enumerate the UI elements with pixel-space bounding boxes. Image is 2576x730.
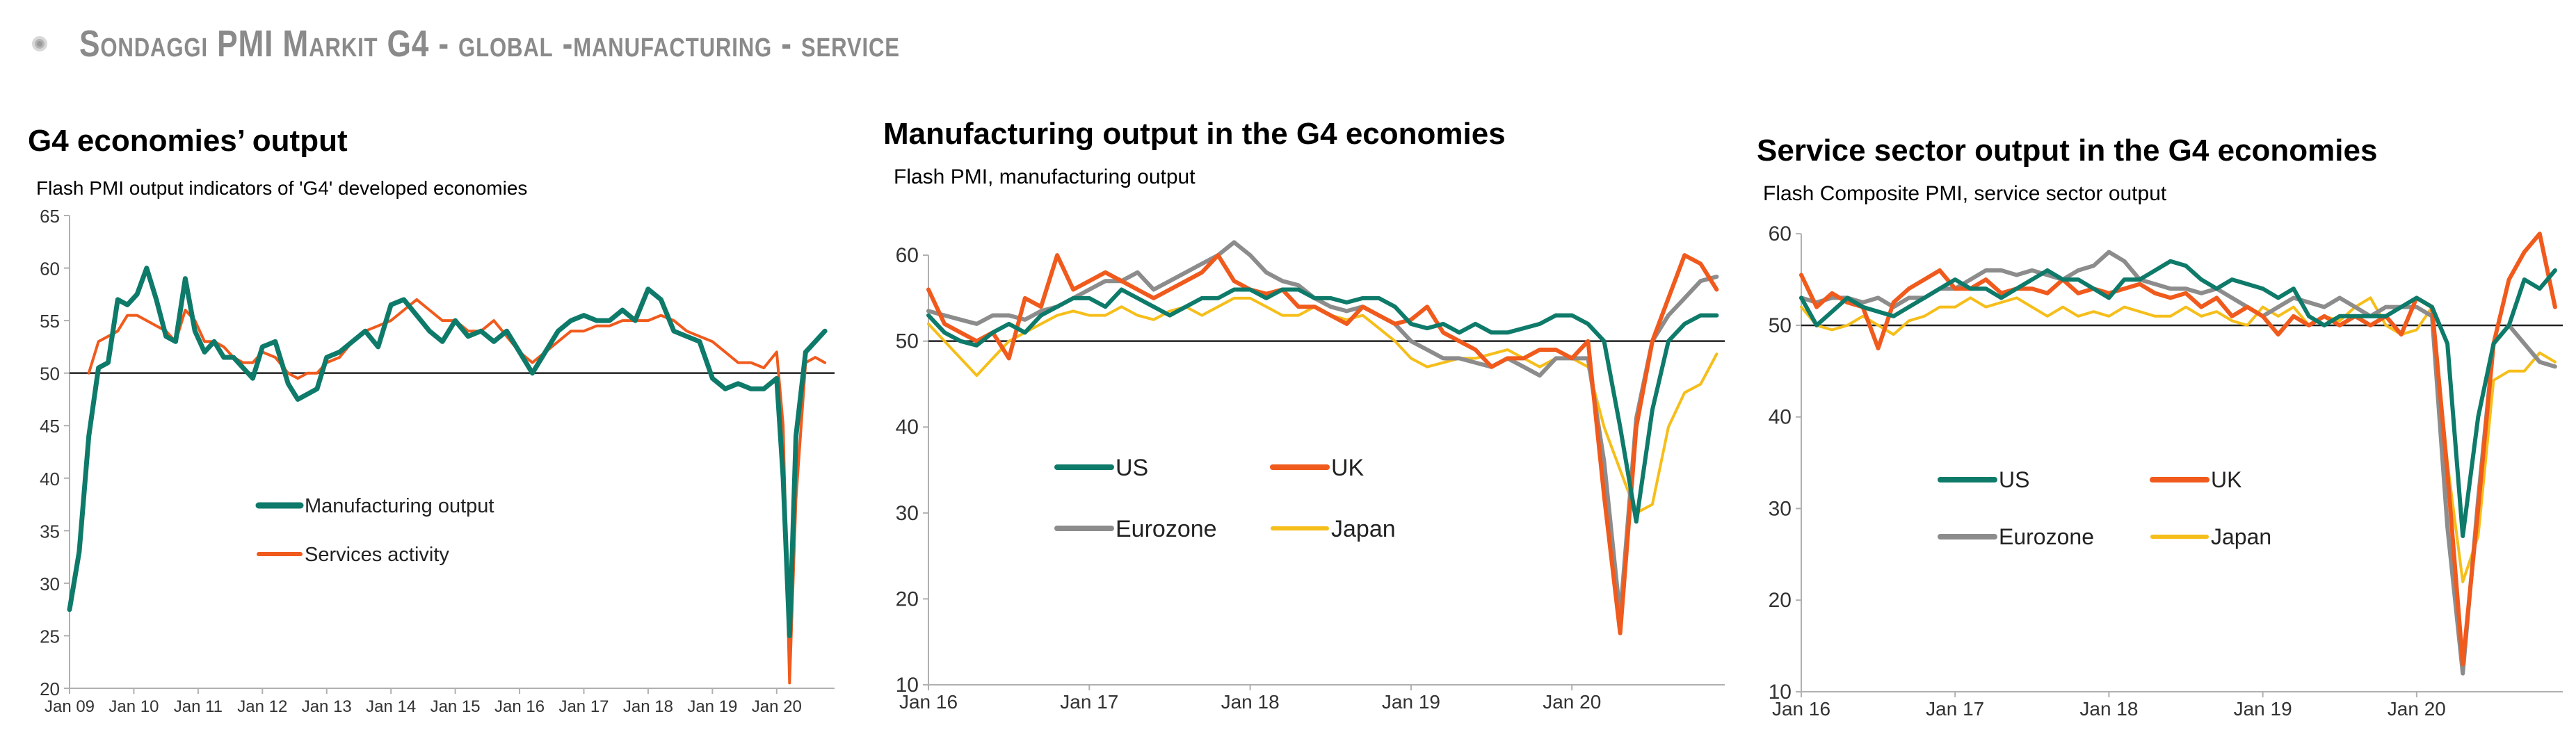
y-tick-label: 30 [896,502,919,525]
chart-plot: 10 20 30 40 50 60 Jan 16 Jan 17 Jan 18 Jan 19 Jan … [1769,222,2563,720]
x-tick-label: Jan 14 [366,697,416,716]
chart-plot: 20 25 30 35 40 45 50 55 60 65 Jan 09 Jan 10 Jan 11 Ja… [40,206,835,716]
y-tick-label: 40 [40,469,60,489]
legend-label-uk: UK [1331,455,1365,481]
legend-label-japan: Japan [1331,516,1396,542]
y-tick-label: 10 [896,674,919,697]
y-tick-label: 60 [40,259,60,279]
x-tick-label: Jan 17 [1926,698,1984,720]
legend-label-us: US [1116,455,1148,481]
y-tick-label: 30 [1769,497,1792,520]
x-tick-label: Jan 19 [2234,698,2292,720]
y-tick-label: 60 [1769,222,1792,245]
x-tick-label: Jan 20 [752,697,802,716]
legend-label-uk: Services activity [305,544,449,566]
x-tick-label: Jan 17 [558,697,609,716]
chart-subtitle: Flash PMI output indicators of 'G4' deve… [36,177,528,199]
x-tick-label: Jan 16 [899,691,958,713]
x-tick-label: Jan 16 [1772,698,1830,720]
legend-label-eurozone: Eurozone [1116,516,1217,542]
chart-plot: 10 20 30 40 50 60 Jan 16 Jan 17 Jan 18 Jan 19 Jan … [896,240,1725,713]
y-tick-label: 50 [896,330,919,353]
x-tick-label: Jan 18 [2079,698,2138,720]
legend-label-uk: UK [2211,467,2241,492]
chart-panel-g4-output: G4 economies’ output Flash PMI output in… [0,0,869,730]
y-tick-label: 25 [40,626,60,647]
x-tick-label: Jan 20 [1543,691,1601,713]
page-header: Sondaggi PMI Markit G4 - global -manufac… [28,13,1080,75]
x-tick-label: Jan 15 [430,697,481,716]
chart-title: Service sector output in the G4 economie… [1757,133,2378,168]
chart-subtitle: Flash Composite PMI, service sector outp… [1763,182,2167,205]
series-line-japan [1800,296,2557,583]
series-line-japan [927,296,1718,514]
y-tick-label: 55 [40,311,60,332]
x-tick-label: Jan 13 [302,697,352,716]
legend-label-us: Manufacturing output [305,495,494,517]
x-tick-label: Jan 11 [174,697,223,716]
x-tick-label: Jan 18 [1221,691,1280,713]
y-tick-label: 40 [1769,406,1792,429]
series-line-uk [87,298,827,685]
y-tick-label: 50 [1769,314,1792,337]
bullet-icon [32,36,47,51]
y-tick-label: 60 [896,244,919,267]
chart-panel-manufacturing: Manufacturing output in the G4 economies… [869,0,1739,730]
y-tick-label: 40 [896,416,919,439]
series-line-us [926,287,1719,524]
y-tick-label: 35 [40,521,60,542]
series-line-us [1799,259,2557,538]
y-tick-label: 45 [40,416,60,437]
y-tick-label: 10 [1769,681,1792,704]
legend-label-us: US [1999,467,2029,492]
series-line-us [67,266,828,638]
y-tick-label: 50 [40,364,60,384]
x-tick-label: Jan 19 [1382,691,1440,713]
chart-title: G4 economies’ output [28,124,348,158]
x-tick-label: Jan 10 [108,697,159,716]
chart-title: Manufacturing output in the G4 economies [883,117,1506,151]
y-tick-label: 20 [1769,589,1792,612]
x-tick-label: Jan 17 [1060,691,1118,713]
y-tick-label: 30 [40,574,60,594]
series-line-uk [926,253,1719,635]
x-tick-label: Jan 12 [237,697,287,716]
chart-subtitle: Flash PMI, manufacturing output [894,165,1196,188]
page-title: Sondaggi PMI Markit G4 - global -manufac… [79,23,900,65]
x-tick-label: Jan 16 [494,697,545,716]
legend-label-eurozone: Eurozone [1999,524,2094,549]
x-tick-label: Jan 20 [2388,698,2446,720]
y-tick-label: 20 [40,679,60,699]
legend-label-japan: Japan [2211,524,2271,549]
x-tick-label: Jan 19 [687,697,737,716]
series-line-eurozone [1799,250,2557,676]
y-tick-label: 65 [40,206,60,227]
x-tick-label: Jan 18 [623,697,673,716]
chart-panel-service: Service sector output in the G4 economie… [1739,0,2576,730]
y-tick-label: 20 [896,587,919,610]
x-tick-label: Jan 09 [45,697,95,716]
